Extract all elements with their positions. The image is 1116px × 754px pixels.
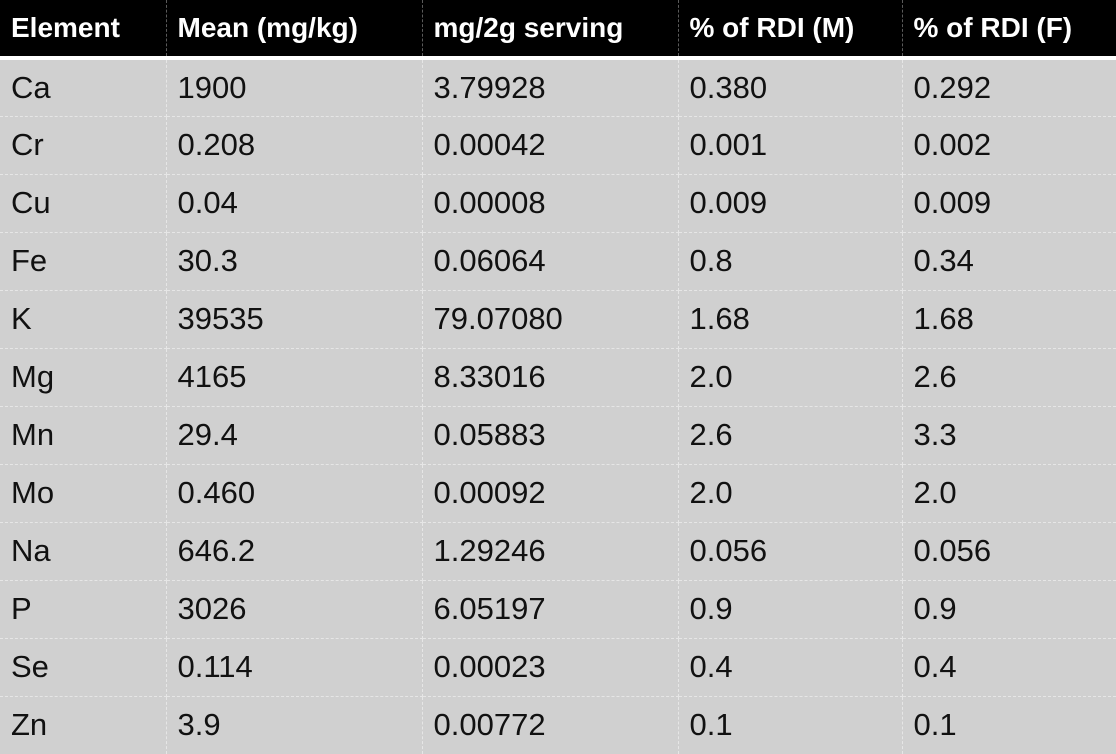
cell-rdi-male: 0.9 <box>678 580 903 639</box>
table-row: Ca 1900 3.79928 0.380 0.292 <box>0 58 1116 117</box>
header-row: Element Mean (mg/kg) mg/2g serving % of … <box>0 0 1116 60</box>
cell-mean: 29.4 <box>166 406 423 465</box>
cell-serving: 79.07080 <box>422 290 679 349</box>
cell-serving: 0.00772 <box>422 696 679 754</box>
cell-rdi-female: 0.009 <box>902 174 1116 233</box>
table-row: Mn 29.4 0.05883 2.6 3.3 <box>0 406 1116 465</box>
table-row: K 39535 79.07080 1.68 1.68 <box>0 290 1116 349</box>
cell-element: Mo <box>0 464 167 523</box>
cell-mean: 0.114 <box>166 638 423 697</box>
table-row: Cu 0.04 0.00008 0.009 0.009 <box>0 174 1116 233</box>
table-row: Na 646.2 1.29246 0.056 0.056 <box>0 522 1116 581</box>
cell-serving: 6.05197 <box>422 580 679 639</box>
cell-serving: 0.00092 <box>422 464 679 523</box>
header-mean: Mean (mg/kg) <box>166 0 423 60</box>
cell-element: K <box>0 290 167 349</box>
cell-serving: 0.00008 <box>422 174 679 233</box>
cell-serving: 1.29246 <box>422 522 679 581</box>
cell-rdi-male: 0.009 <box>678 174 903 233</box>
cell-rdi-female: 0.34 <box>902 232 1116 291</box>
table-row: Mg 4165 8.33016 2.0 2.6 <box>0 348 1116 407</box>
cell-element: Na <box>0 522 167 581</box>
cell-rdi-female: 2.6 <box>902 348 1116 407</box>
cell-rdi-male: 2.6 <box>678 406 903 465</box>
cell-mean: 0.208 <box>166 116 423 175</box>
cell-rdi-male: 0.001 <box>678 116 903 175</box>
cell-mean: 3.9 <box>166 696 423 754</box>
cell-element: Fe <box>0 232 167 291</box>
cell-rdi-female: 1.68 <box>902 290 1116 349</box>
cell-rdi-female: 3.3 <box>902 406 1116 465</box>
cell-serving: 0.06064 <box>422 232 679 291</box>
cell-rdi-female: 0.056 <box>902 522 1116 581</box>
header-rdi-male: % of RDI (M) <box>678 0 903 60</box>
cell-serving: 0.00042 <box>422 116 679 175</box>
cell-mean: 0.460 <box>166 464 423 523</box>
table-row: Fe 30.3 0.06064 0.8 0.34 <box>0 232 1116 291</box>
cell-rdi-male: 0.380 <box>678 58 903 117</box>
cell-rdi-male: 2.0 <box>678 348 903 407</box>
table-row: P 3026 6.05197 0.9 0.9 <box>0 580 1116 639</box>
table-row: Mo 0.460 0.00092 2.0 2.0 <box>0 464 1116 523</box>
cell-mean: 3026 <box>166 580 423 639</box>
cell-rdi-male: 0.8 <box>678 232 903 291</box>
cell-mean: 39535 <box>166 290 423 349</box>
cell-element: Cr <box>0 116 167 175</box>
cell-mean: 1900 <box>166 58 423 117</box>
cell-rdi-female: 0.002 <box>902 116 1116 175</box>
cell-mean: 646.2 <box>166 522 423 581</box>
cell-element: Zn <box>0 696 167 754</box>
cell-element: Mg <box>0 348 167 407</box>
cell-element: Ca <box>0 58 167 117</box>
header-serving: mg/2g serving <box>422 0 679 60</box>
cell-mean: 0.04 <box>166 174 423 233</box>
cell-mean: 4165 <box>166 348 423 407</box>
table-row: Se 0.114 0.00023 0.4 0.4 <box>0 638 1116 697</box>
cell-serving: 0.00023 <box>422 638 679 697</box>
cell-serving: 3.79928 <box>422 58 679 117</box>
cell-rdi-male: 1.68 <box>678 290 903 349</box>
table-body: Ca 1900 3.79928 0.380 0.292 Cr 0.208 0.00042 0.0… <box>0 58 1116 754</box>
cell-serving: 0.05883 <box>422 406 679 465</box>
cell-rdi-female: 2.0 <box>902 464 1116 523</box>
header-rdi-female: % of RDI (F) <box>902 0 1116 60</box>
cell-rdi-male: 0.1 <box>678 696 903 754</box>
table-header: Element Mean (mg/kg) mg/2g serving % of … <box>0 0 1116 60</box>
cell-serving: 8.33016 <box>422 348 679 407</box>
cell-rdi-male: 0.4 <box>678 638 903 697</box>
cell-rdi-male: 0.056 <box>678 522 903 581</box>
cell-rdi-female: 0.9 <box>902 580 1116 639</box>
cell-rdi-female: 0.1 <box>913 707 957 743</box>
cell-rdi-male: 2.0 <box>678 464 903 523</box>
cell-rdi-female: 0.4 <box>902 638 1116 697</box>
header-element: Element <box>0 0 167 60</box>
cell-mean: 30.3 <box>166 232 423 291</box>
cell-element: Mn <box>0 406 167 465</box>
cell-element: P <box>0 580 167 639</box>
cell-element: Se <box>0 638 167 697</box>
cell-rdi-female: 0.292 <box>902 58 1116 117</box>
table-row: Zn 3.9 0.00772 0.1 0.1 <box>0 696 1116 754</box>
cell-element: Cu <box>0 174 167 233</box>
table-row: Cr 0.208 0.00042 0.001 0.002 <box>0 116 1116 175</box>
